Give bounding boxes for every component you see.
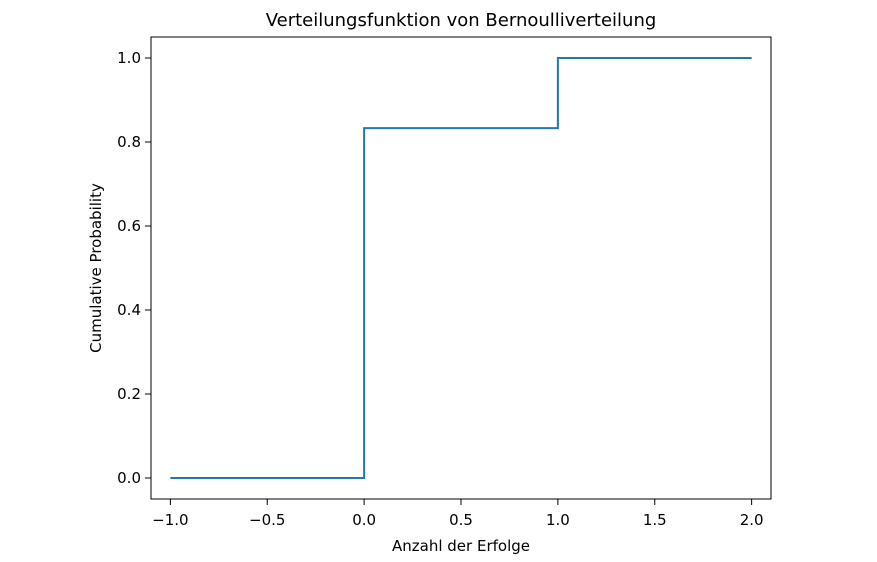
x-tick-label: −0.5 bbox=[249, 511, 285, 529]
y-tick-label: 0.6 bbox=[117, 217, 141, 235]
y-axis-label: Cumulative Probability bbox=[87, 183, 105, 353]
x-tick-label: 1.5 bbox=[643, 511, 667, 529]
y-tick-label: 1.0 bbox=[117, 49, 141, 67]
chart-title: Verteilungsfunktion von Bernoulliverteil… bbox=[266, 10, 657, 31]
x-tick-label: 2.0 bbox=[740, 511, 764, 529]
y-tick-label: 0.0 bbox=[117, 469, 141, 487]
x-axis: −1.0 −0.5 0.0 0.5 1.0 1.5 2.0 bbox=[152, 499, 764, 529]
y-tick-label: 0.2 bbox=[117, 385, 141, 403]
plot-area bbox=[170, 57, 752, 479]
series-line-0 bbox=[170, 57, 752, 479]
x-axis-label: Anzahl der Erfolge bbox=[392, 537, 530, 555]
y-tick-label: 0.4 bbox=[117, 301, 141, 319]
y-axis: 0.0 0.2 0.4 0.6 0.8 1.0 bbox=[117, 49, 151, 487]
x-tick-label: 0.5 bbox=[449, 511, 473, 529]
plot-frame bbox=[150, 36, 772, 500]
x-tick-label: −1.0 bbox=[152, 511, 188, 529]
y-tick-label: 0.8 bbox=[117, 133, 141, 151]
x-tick-label: 1.0 bbox=[546, 511, 570, 529]
x-tick-label: 0.0 bbox=[352, 511, 376, 529]
